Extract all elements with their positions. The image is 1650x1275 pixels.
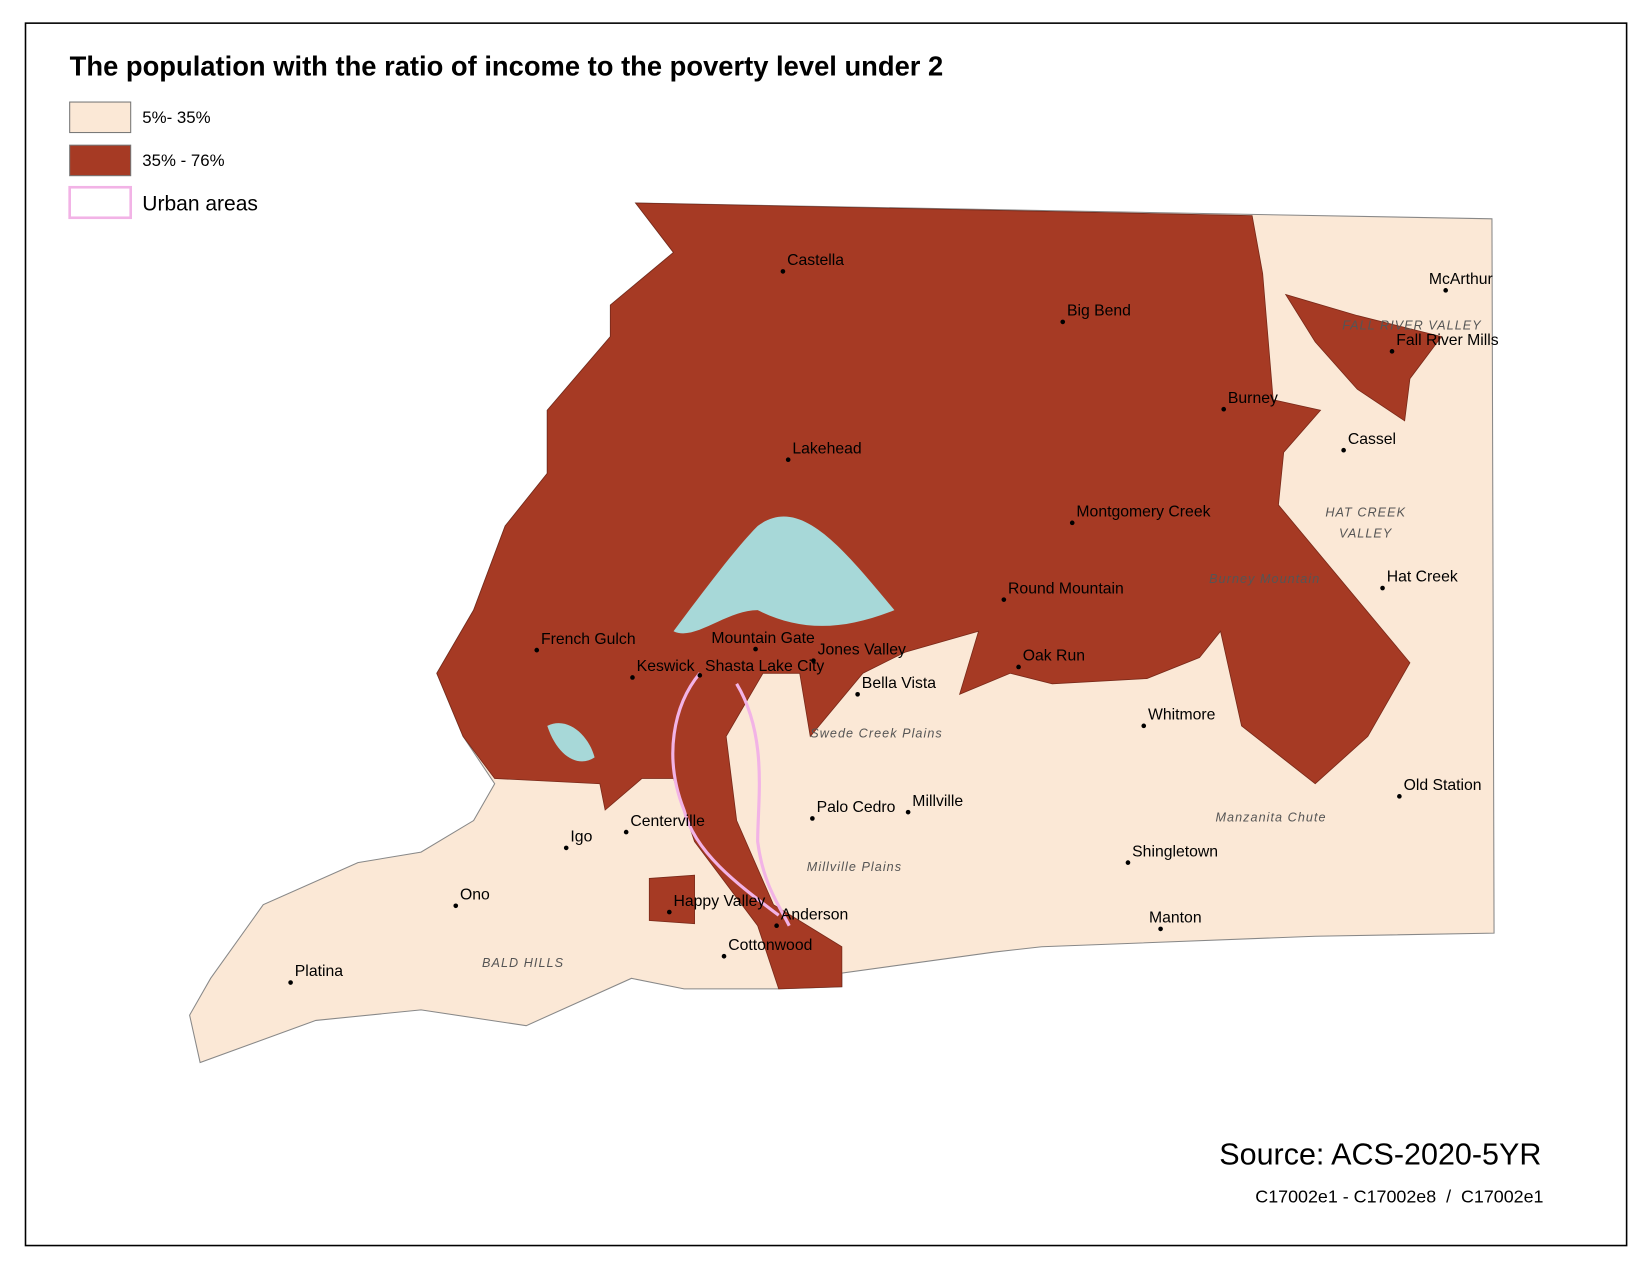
place-dot — [810, 816, 815, 821]
region-label: FALL RIVER VALLEY — [1342, 318, 1482, 332]
map-title: The population with the ratio of income … — [70, 51, 944, 82]
place-label: Montgomery Creek — [1076, 504, 1210, 521]
legend-swatch — [68, 185, 133, 220]
legend-label: Urban areas — [142, 192, 258, 215]
high-poverty-area — [436, 202, 1443, 990]
place-label: Hat Creek — [1387, 569, 1458, 586]
places: Castella Big Bend McArthur Fall River Mills… — [288, 252, 1499, 985]
place-dot — [1141, 723, 1147, 729]
place-label: Big Bend — [1067, 303, 1131, 320]
region-label: VALLEY — [1339, 527, 1393, 541]
region-label: Burney Mountain — [1209, 572, 1320, 586]
place-label: Cassel — [1348, 431, 1396, 448]
legend-label: 35% - 76% — [142, 151, 224, 170]
place-dot — [785, 457, 791, 463]
place-label: Shasta Lake City — [705, 658, 824, 675]
place-dot — [563, 845, 569, 851]
source: Source: ACS-2020-5YR — [1219, 1138, 1541, 1172]
place-label: Ono — [460, 886, 490, 903]
place-label: Palo Cedro — [817, 799, 896, 816]
place-dot — [1001, 597, 1007, 602]
place-dot — [855, 691, 860, 697]
place-dot — [1380, 585, 1385, 591]
place-dot — [453, 903, 459, 909]
place-dot — [1397, 794, 1402, 799]
lake — [547, 516, 895, 762]
urban-area — [735, 682, 791, 927]
place-label: Cottonwood — [728, 937, 812, 954]
place-label: Anderson — [781, 906, 848, 923]
place-label: Round Mountain — [1008, 580, 1124, 597]
place-label: French Gulch — [541, 631, 636, 648]
place-dot — [774, 923, 779, 929]
place-label: Igo — [570, 829, 592, 846]
place-label: Platina — [295, 963, 343, 980]
formula: C17002e1 - C17002e8 / C17002e1 — [1255, 1186, 1543, 1206]
legend-swatch — [69, 101, 132, 134]
region-label: Swede Creek Plains — [810, 726, 942, 740]
place-dot — [1060, 319, 1066, 325]
place-dot — [811, 658, 816, 663]
region-label: HAT CREEK — [1325, 506, 1406, 520]
place-dot — [1341, 447, 1346, 453]
place-label: Shingletown — [1132, 843, 1218, 860]
place-dot — [1158, 926, 1163, 932]
place-dot — [1069, 520, 1075, 526]
place-label: Happy Valley — [674, 893, 766, 910]
region-label: Millville Plains — [807, 860, 902, 874]
place-dot — [905, 809, 911, 815]
place-label: McArthur — [1429, 271, 1493, 288]
place-dot — [1221, 406, 1227, 412]
legend-swatch — [69, 144, 132, 177]
place-label: Keswick — [637, 658, 695, 675]
place-label: Lakehead — [792, 440, 861, 457]
place-label: Fall River Mills — [1396, 332, 1499, 349]
urban-area — [671, 672, 780, 917]
place-dot — [721, 953, 727, 959]
place-dot — [630, 675, 635, 680]
place-label: Old Station — [1404, 777, 1482, 794]
place-dot — [1016, 664, 1021, 670]
place-dot — [697, 673, 703, 678]
place-dot — [753, 646, 758, 652]
place-dot — [1443, 288, 1448, 293]
place-label: Oak Run — [1023, 648, 1085, 665]
place-label: Whitmore — [1148, 707, 1216, 724]
place-dot — [1389, 349, 1395, 354]
place-label: Manton — [1149, 910, 1202, 927]
place-dot — [534, 647, 540, 653]
place-label: Centerville — [630, 813, 705, 830]
region-label: BALD HILLS — [482, 956, 564, 970]
place-dot — [623, 829, 629, 835]
place-label: Bella Vista — [862, 675, 936, 692]
place-dot — [780, 269, 786, 274]
place-dot — [666, 909, 672, 915]
place-dot — [1125, 860, 1131, 865]
place-label: Millville — [912, 793, 963, 810]
map — [189, 202, 1495, 1064]
place-label: Mountain Gate — [711, 630, 815, 647]
legend-label: 5%- 35% — [142, 108, 210, 127]
place-dot — [288, 980, 293, 985]
place-label: Burney — [1228, 390, 1278, 407]
place-label: Castella — [787, 252, 844, 269]
place-label: Jones Valley — [818, 641, 906, 658]
region-label: Manzanita Chute — [1215, 811, 1326, 825]
